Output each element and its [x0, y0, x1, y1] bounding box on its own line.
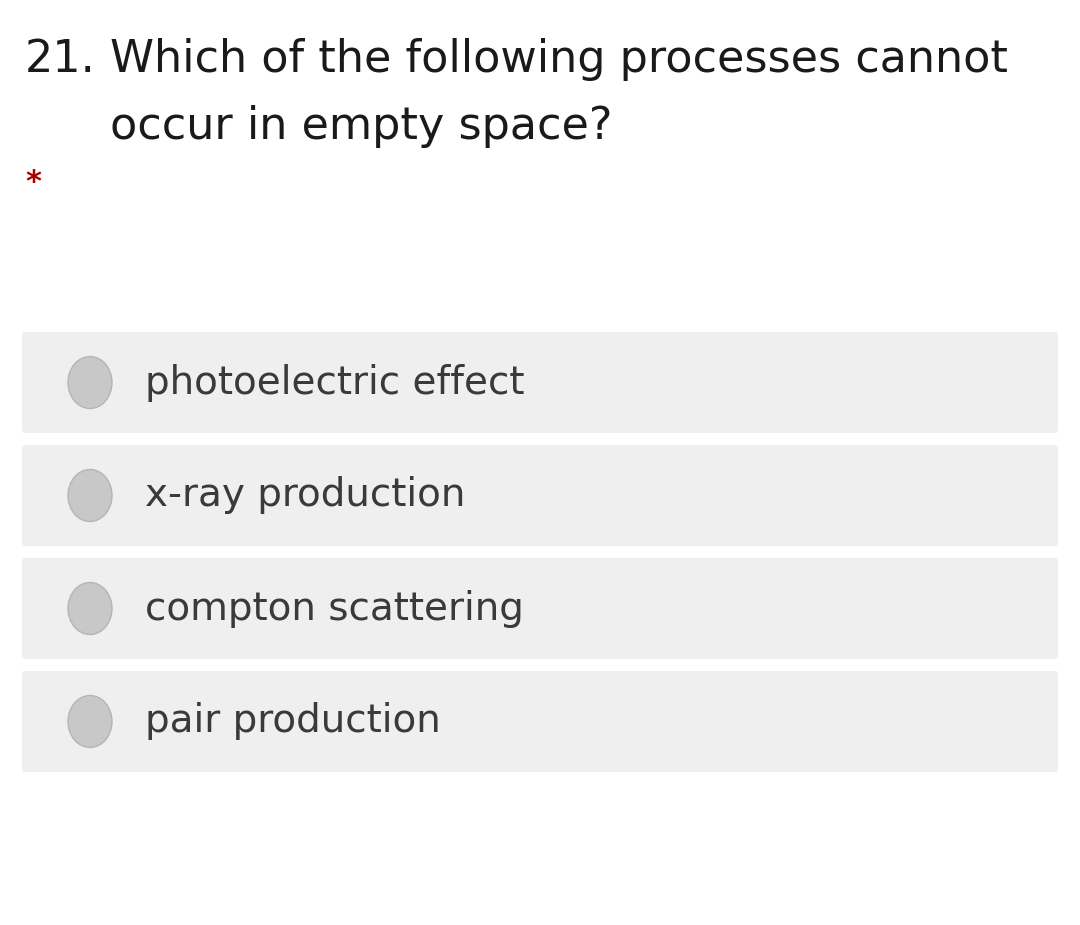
Ellipse shape: [68, 356, 112, 409]
FancyBboxPatch shape: [22, 671, 1058, 772]
Text: occur in empty space?: occur in empty space?: [110, 105, 612, 148]
Ellipse shape: [68, 583, 112, 635]
FancyBboxPatch shape: [22, 445, 1058, 546]
Text: compton scattering: compton scattering: [145, 589, 524, 627]
Text: Which of the following processes cannot: Which of the following processes cannot: [110, 38, 1008, 81]
Text: 21.: 21.: [25, 38, 96, 81]
Text: photoelectric effect: photoelectric effect: [145, 364, 525, 401]
Text: pair production: pair production: [145, 702, 441, 741]
Ellipse shape: [68, 470, 112, 522]
Ellipse shape: [68, 696, 112, 747]
Text: *: *: [25, 168, 41, 197]
FancyBboxPatch shape: [22, 558, 1058, 659]
Text: x-ray production: x-ray production: [145, 476, 465, 514]
FancyBboxPatch shape: [22, 332, 1058, 433]
